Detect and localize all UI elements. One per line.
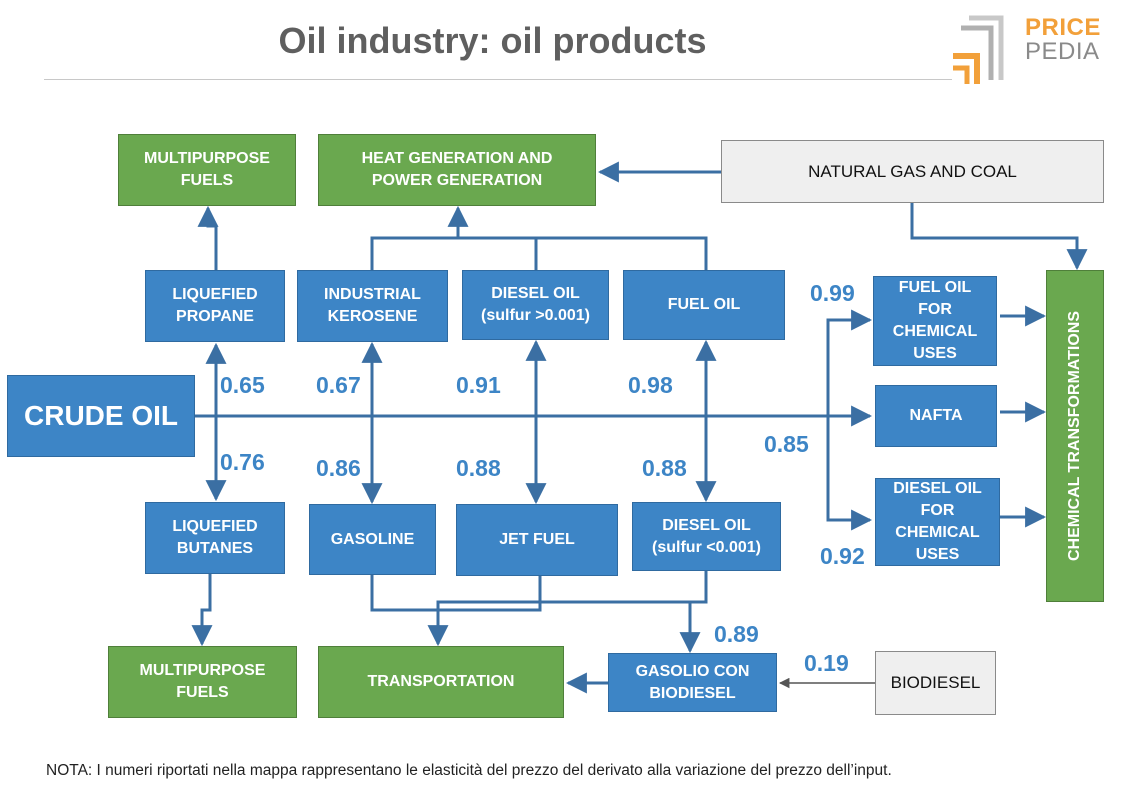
elasticity-diesel-high: 0.91 bbox=[456, 372, 501, 398]
butanes-to-multipurpose-arrow bbox=[191, 574, 213, 647]
logo-price-text: PRICE bbox=[1025, 14, 1101, 41]
elasticity-gasolio-biodiesel: 0.89 bbox=[714, 621, 759, 647]
elasticity-fuel-oil: 0.98 bbox=[628, 372, 673, 398]
page-title: Oil industry: oil products bbox=[278, 20, 707, 61]
node-biodiesel: BIODIESEL bbox=[875, 651, 996, 715]
logo-pedia-text: PEDIA bbox=[1025, 38, 1100, 65]
elasticity-butanes: 0.76 bbox=[220, 449, 265, 475]
node-fuel-oil: FUEL OIL bbox=[623, 270, 785, 340]
node-diesel-oil-high-sulfur: DIESEL OIL (sulfur >0.001) bbox=[462, 270, 609, 340]
elasticity-jet-fuel: 0.88 bbox=[456, 455, 501, 481]
node-multipurpose-fuels-bottom: MULTIPURPOSE FUELS bbox=[108, 646, 297, 718]
node-gasoline: GASOLINE bbox=[309, 504, 436, 575]
elasticity-propane: 0.65 bbox=[220, 372, 265, 398]
node-crude-oil: CRUDE OIL bbox=[7, 375, 195, 457]
logo-mark-icon bbox=[953, 15, 1004, 84]
crude-to-diesel-chemical-arrow bbox=[826, 416, 873, 531]
node-jet-fuel: JET FUEL bbox=[456, 504, 618, 576]
node-diesel-oil-low-sulfur: DIESEL OIL (sulfur <0.001) bbox=[632, 502, 781, 571]
node-liquefied-butanes: LIQUEFIED BUTANES bbox=[145, 502, 285, 574]
propane-to-multipurpose-arrow bbox=[197, 205, 219, 270]
node-heat-power-generation: HEAT GENERATION AND POWER GENERATION bbox=[318, 134, 596, 206]
node-natural-gas-coal: NATURAL GAS AND COAL bbox=[721, 140, 1104, 203]
diesel-low-down-line bbox=[427, 571, 708, 647]
chemical-transformations-label: CHEMICAL TRANSFORMATIONS bbox=[1066, 310, 1083, 562]
node-fuel-oil-chemical-uses: FUEL OIL FOR CHEMICAL USES bbox=[873, 276, 997, 366]
node-industrial-kerosene: INDUSTRIAL KEROSENE bbox=[297, 270, 448, 342]
node-chemical-transformations: CHEMICAL TRANSFORMATIONS bbox=[1046, 270, 1104, 602]
node-multipurpose-fuels-top: MULTIPURPOSE FUELS bbox=[118, 134, 296, 206]
node-gasolio-con-biodiesel: GASOLIO CON BIODIESEL bbox=[608, 653, 777, 712]
node-nafta: NAFTA bbox=[875, 385, 997, 447]
elasticity-kerosene: 0.67 bbox=[316, 372, 361, 398]
title-divider bbox=[44, 79, 952, 80]
kerosene-up-line bbox=[370, 236, 708, 270]
gas-to-chemical-arrow bbox=[910, 203, 1088, 271]
node-liquefied-propane: LIQUEFIED PROPANE bbox=[145, 270, 285, 342]
elasticity-gasoline: 0.86 bbox=[316, 455, 361, 481]
elasticity-biodiesel: 0.19 bbox=[804, 650, 849, 676]
elasticity-fuel-oil-chemical: 0.99 bbox=[810, 280, 855, 306]
pricepedia-logo: PRICE PEDIA bbox=[953, 14, 1109, 86]
node-transportation: TRANSPORTATION bbox=[318, 646, 564, 718]
elasticity-diesel-oil-chemical: 0.92 bbox=[820, 543, 865, 569]
node-diesel-oil-chemical-uses: DIESEL OIL FOR CHEMICAL USES bbox=[875, 478, 1000, 566]
crude-to-fuel-oil-chemical-arrow bbox=[826, 309, 873, 416]
gasoline-down-line bbox=[370, 575, 542, 612]
footnote: NOTA: I numeri riportati nella mappa rap… bbox=[46, 762, 892, 779]
elasticity-diesel-low: 0.88 bbox=[642, 455, 687, 481]
elasticity-nafta: 0.85 bbox=[764, 431, 809, 457]
